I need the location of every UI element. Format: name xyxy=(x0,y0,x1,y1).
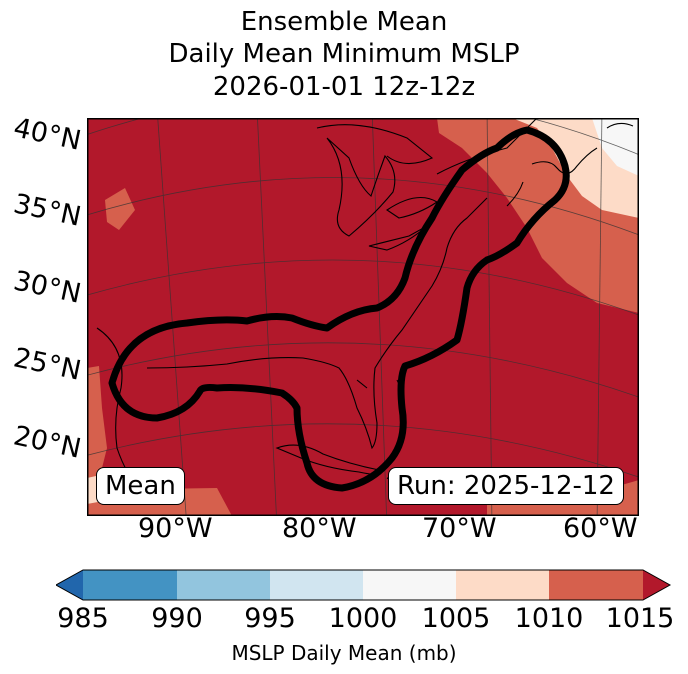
graticule xyxy=(87,118,639,516)
colorbar-tick-1005: 1005 xyxy=(421,603,491,634)
colorbar-label: MSLP Daily Mean (mb) xyxy=(231,641,457,665)
colorbar-tick-995: 995 xyxy=(244,603,296,634)
colorbar-tick-1010: 1010 xyxy=(514,603,584,634)
colorbar-bin-990-995 xyxy=(177,570,270,600)
lon-label-80w: 80°W xyxy=(282,513,357,544)
colorbar-bin-1000-1005 xyxy=(363,570,456,600)
title-line-2: Daily Mean Minimum MSLP xyxy=(168,39,520,69)
pressure-field-995-1000 xyxy=(592,118,639,176)
colorbar-tick-990: 990 xyxy=(151,603,203,634)
title-line-3: 2026-01-01 12z-12z xyxy=(212,72,476,102)
coastlines xyxy=(96,118,634,499)
run-date-badge: Run: 2025-12-12 xyxy=(388,467,624,505)
colorbar-bin-1010-1015 xyxy=(549,570,643,600)
lon-label-70w: 70°W xyxy=(422,513,497,544)
lat-label-40: 40°N xyxy=(10,112,84,157)
map-frame xyxy=(87,118,639,516)
map-panel xyxy=(87,118,639,516)
lon-label-60w: 60°W xyxy=(563,513,638,544)
colorbar-tick-985: 985 xyxy=(57,603,109,634)
colorbar-extend-low xyxy=(56,570,83,600)
pressure-field-1005-1010-west xyxy=(87,366,107,498)
mean-badge: Mean xyxy=(96,467,185,505)
colorbar-tick-1015: 1015 xyxy=(605,603,675,634)
colorbar-bin-1005-1010 xyxy=(456,570,549,600)
colorbar xyxy=(56,569,672,601)
contour-1010-mb xyxy=(108,126,570,492)
lat-label-25: 25°N xyxy=(10,342,84,387)
lat-label-20: 20°N xyxy=(10,420,84,465)
pressure-field-1005-1010-nw-patch xyxy=(105,188,135,230)
colorbar-outline xyxy=(56,569,672,601)
colorbar-bin-985-990 xyxy=(83,570,177,600)
colorbar-extend-high xyxy=(643,570,670,600)
colorbar-bin-995-1000 xyxy=(270,570,363,600)
lon-label-90w: 90°W xyxy=(138,513,213,544)
title-line-1: Ensemble Mean xyxy=(240,7,448,37)
lat-label-35: 35°N xyxy=(10,188,84,233)
colorbar-tick-1000: 1000 xyxy=(328,603,398,634)
lat-label-30: 30°N xyxy=(10,265,84,310)
